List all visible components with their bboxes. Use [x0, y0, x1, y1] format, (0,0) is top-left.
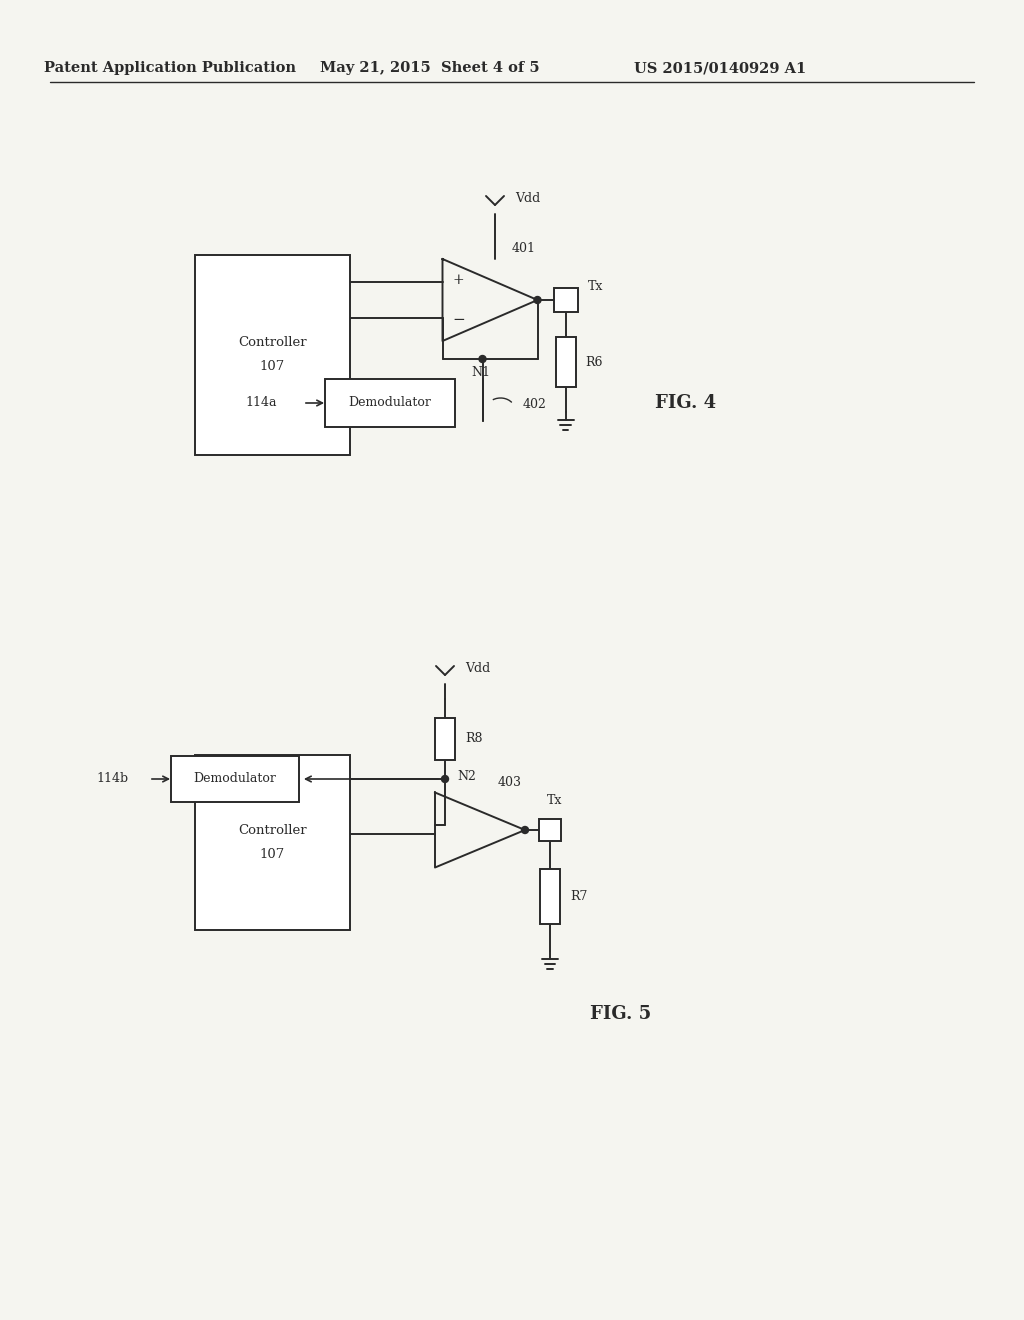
Text: 401: 401 — [512, 243, 536, 256]
Text: Demodulator: Demodulator — [348, 396, 431, 409]
Bar — [171, 756, 299, 803]
Text: N2: N2 — [457, 771, 476, 784]
Circle shape — [441, 776, 449, 783]
Text: FIG. 5: FIG. 5 — [590, 1005, 651, 1023]
Bar — [195, 255, 350, 455]
Bar — [539, 818, 561, 841]
Text: Demodulator: Demodulator — [194, 772, 276, 785]
Text: R8: R8 — [465, 733, 482, 746]
Text: May 21, 2015  Sheet 4 of 5: May 21, 2015 Sheet 4 of 5 — [321, 61, 540, 75]
Bar — [325, 379, 455, 426]
Text: N1: N1 — [471, 366, 490, 379]
Text: Controller: Controller — [239, 337, 307, 350]
Bar — [435, 718, 455, 760]
Bar — [540, 869, 560, 924]
Bar — [554, 288, 578, 312]
Text: Patent Application Publication: Patent Application Publication — [44, 61, 296, 75]
Circle shape — [521, 826, 528, 833]
Circle shape — [479, 355, 486, 363]
Text: FIG. 4: FIG. 4 — [655, 393, 716, 412]
Text: Vdd: Vdd — [465, 661, 490, 675]
Text: R6: R6 — [586, 355, 603, 368]
Text: 107: 107 — [260, 847, 285, 861]
Text: 114a: 114a — [246, 396, 278, 409]
Text: Vdd: Vdd — [515, 191, 541, 205]
Text: 114b: 114b — [97, 772, 129, 785]
Bar — [195, 755, 350, 931]
Text: 107: 107 — [260, 360, 285, 374]
Text: Tx: Tx — [547, 793, 562, 807]
Text: US 2015/0140929 A1: US 2015/0140929 A1 — [634, 61, 806, 75]
Text: −: − — [453, 313, 465, 327]
Circle shape — [534, 297, 541, 304]
Bar — [555, 337, 575, 387]
Text: 402: 402 — [522, 397, 547, 411]
Text: +: + — [453, 273, 464, 286]
Text: Controller: Controller — [239, 824, 307, 837]
Text: Tx: Tx — [588, 280, 603, 293]
Text: 403: 403 — [498, 776, 522, 789]
Text: R7: R7 — [570, 890, 588, 903]
